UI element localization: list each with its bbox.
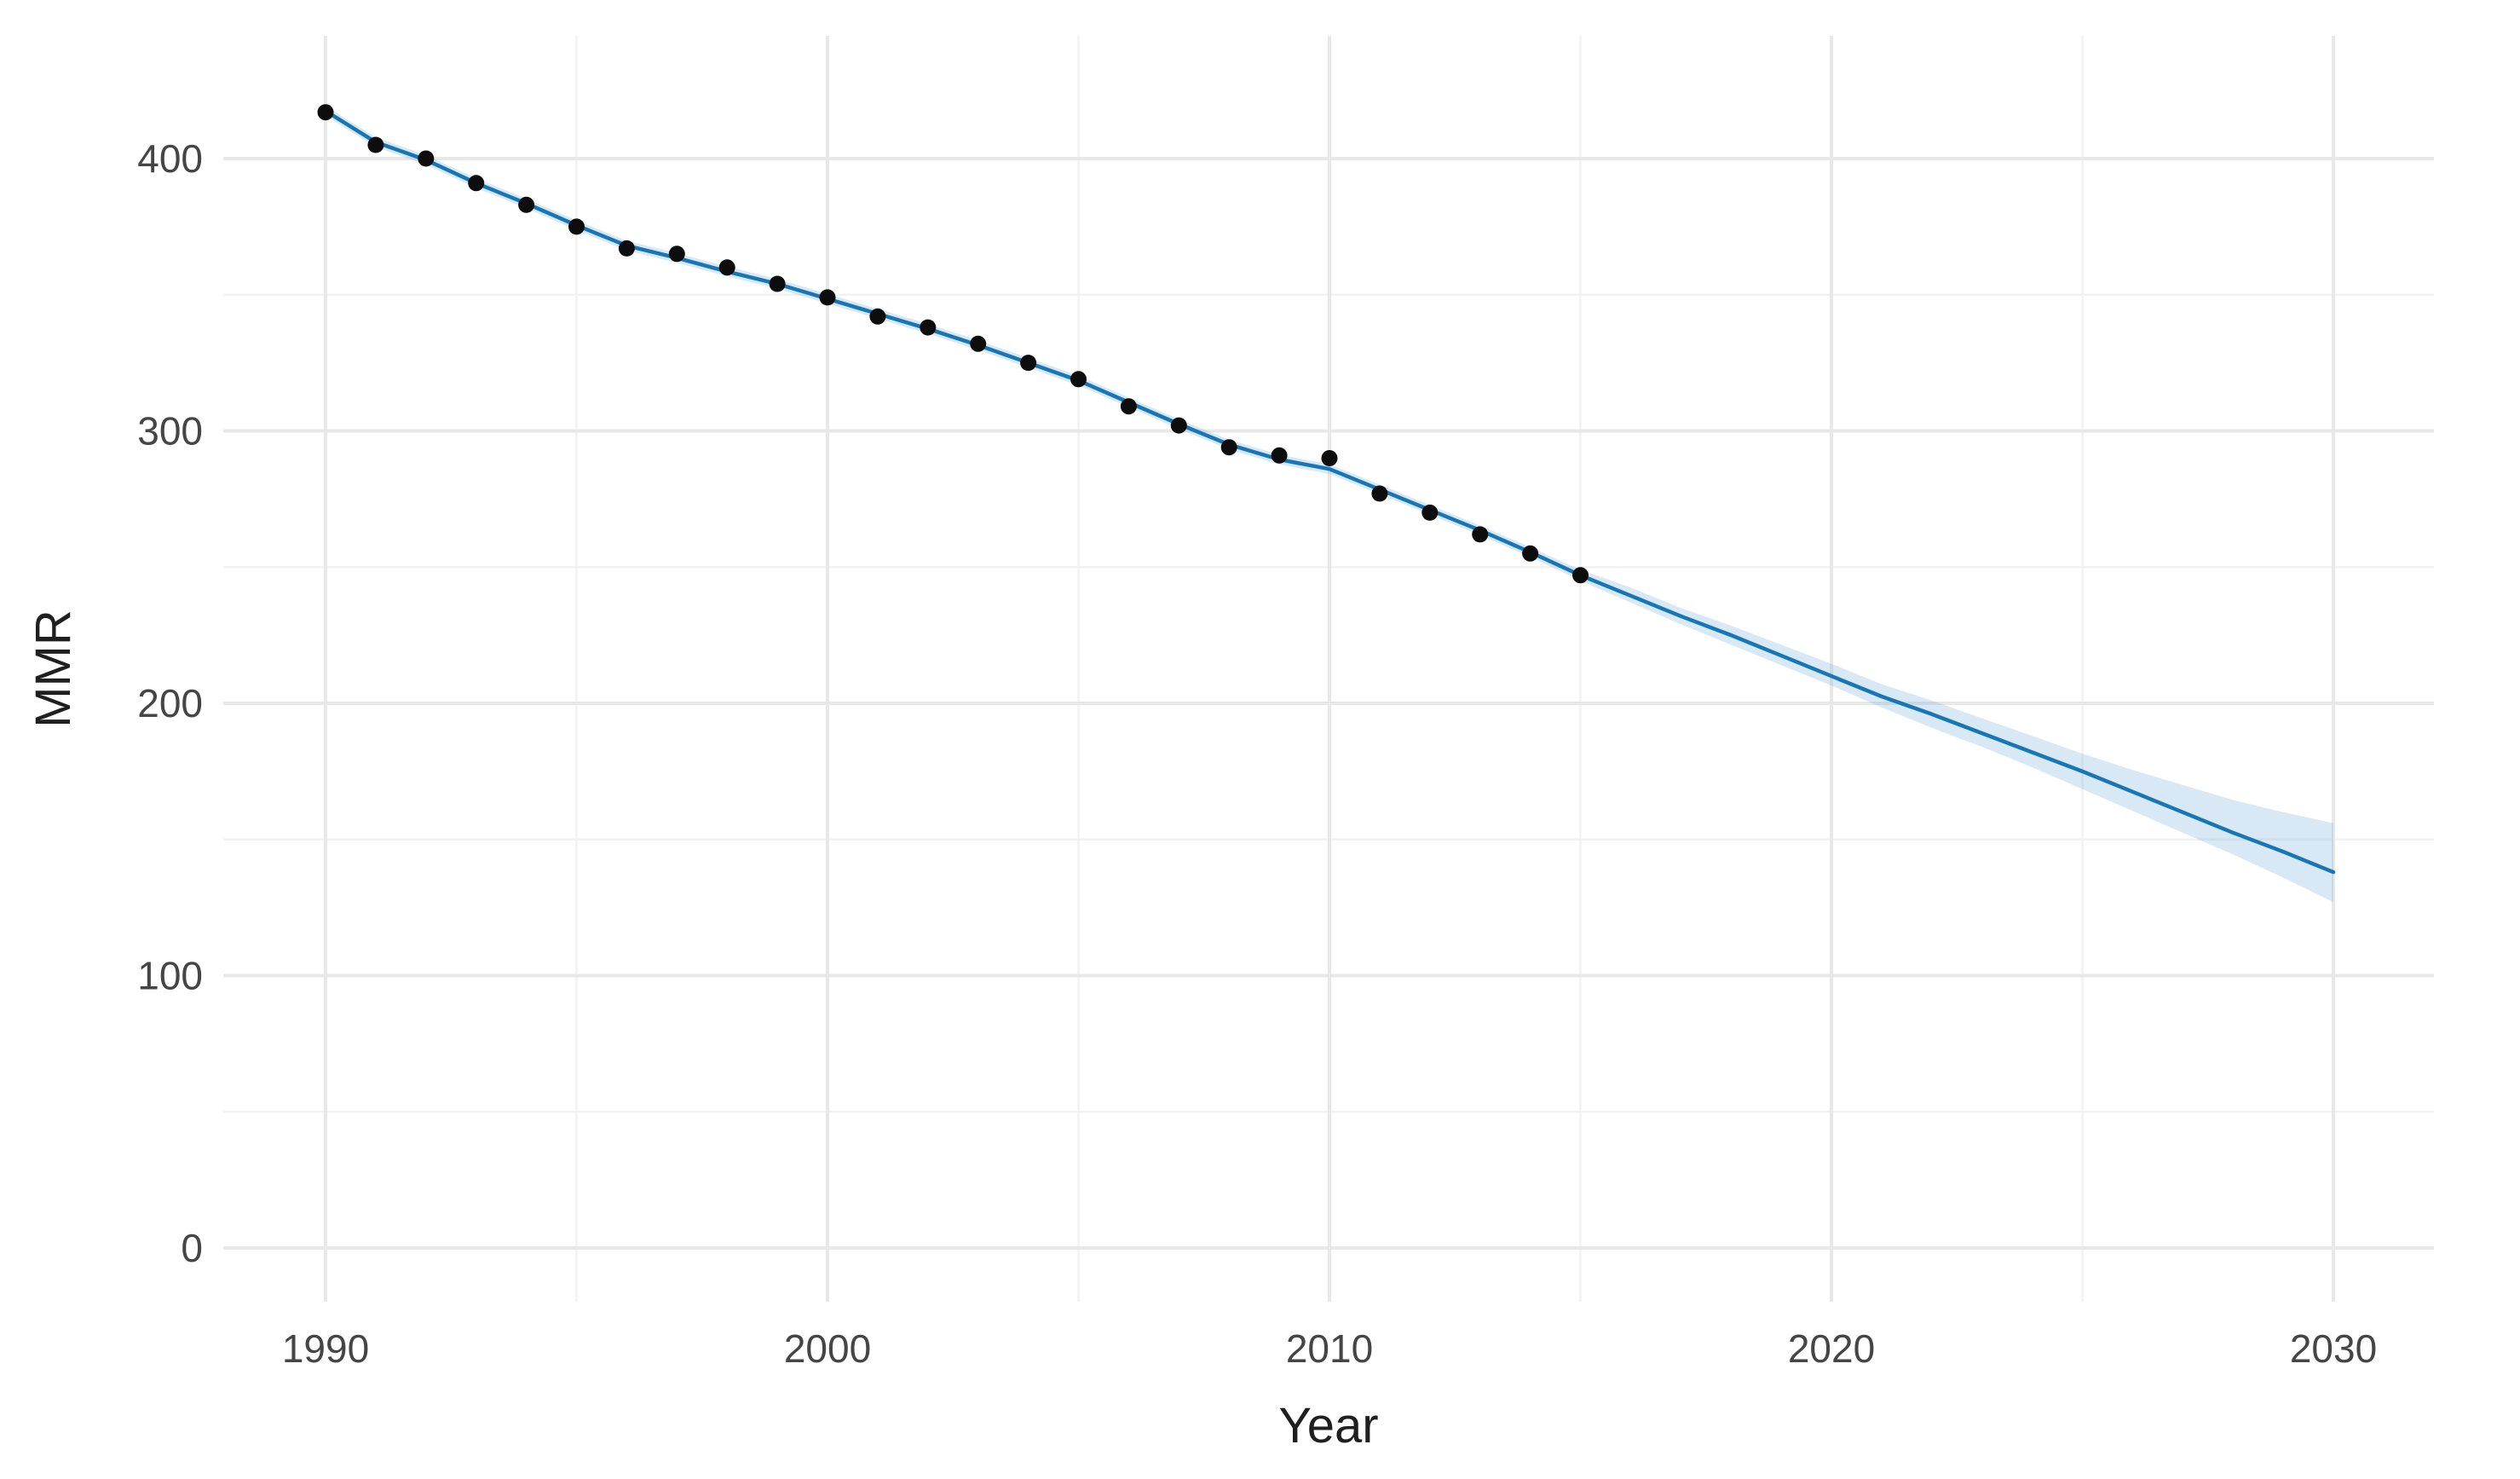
data-point (1321, 450, 1338, 466)
data-point (468, 175, 485, 192)
data-point (1472, 526, 1489, 543)
data-point (920, 319, 937, 336)
data-point (1572, 567, 1589, 584)
x-tick-label: 2000 (784, 1326, 871, 1371)
y-tick-label: 400 (137, 136, 203, 181)
grid-major-lines (223, 36, 2434, 1302)
data-point (1070, 371, 1087, 388)
data-point (1020, 355, 1037, 372)
data-point (1170, 417, 1187, 434)
data-point (1220, 439, 1237, 456)
y-axis-tick-labels: 0 100 200 300 400 (137, 136, 203, 1270)
x-tick-label: 2010 (1286, 1326, 1373, 1371)
data-point (317, 104, 334, 121)
y-tick-label: 100 (137, 954, 203, 998)
data-point (668, 246, 685, 263)
x-tick-label: 2020 (1788, 1326, 1875, 1371)
data-point (1421, 504, 1439, 521)
data-point (869, 308, 886, 325)
data-point (1371, 485, 1388, 502)
data-point (819, 289, 836, 306)
y-tick-label: 200 (137, 681, 203, 725)
data-point (718, 259, 735, 276)
y-axis-title: MMR (26, 610, 81, 728)
data-point (769, 275, 786, 292)
data-point (970, 335, 987, 352)
observed-points (317, 104, 1589, 584)
x-axis-title: Year (1278, 1398, 1378, 1453)
data-point (367, 136, 384, 153)
data-point (1271, 447, 1288, 464)
data-point (618, 240, 635, 257)
y-tick-label: 0 (181, 1226, 203, 1270)
data-point (418, 150, 435, 167)
x-axis-tick-labels: 1990 2000 2010 2020 2030 (282, 1326, 2377, 1371)
trend-line (323, 108, 2336, 875)
data-point (568, 218, 585, 235)
fitted-line (323, 108, 2336, 875)
y-tick-label: 300 (137, 409, 203, 454)
x-tick-label: 2030 (2290, 1326, 2377, 1371)
data-point (1120, 398, 1137, 415)
data-point (1522, 545, 1539, 562)
x-tick-label: 1990 (282, 1326, 369, 1371)
data-point (518, 196, 535, 213)
